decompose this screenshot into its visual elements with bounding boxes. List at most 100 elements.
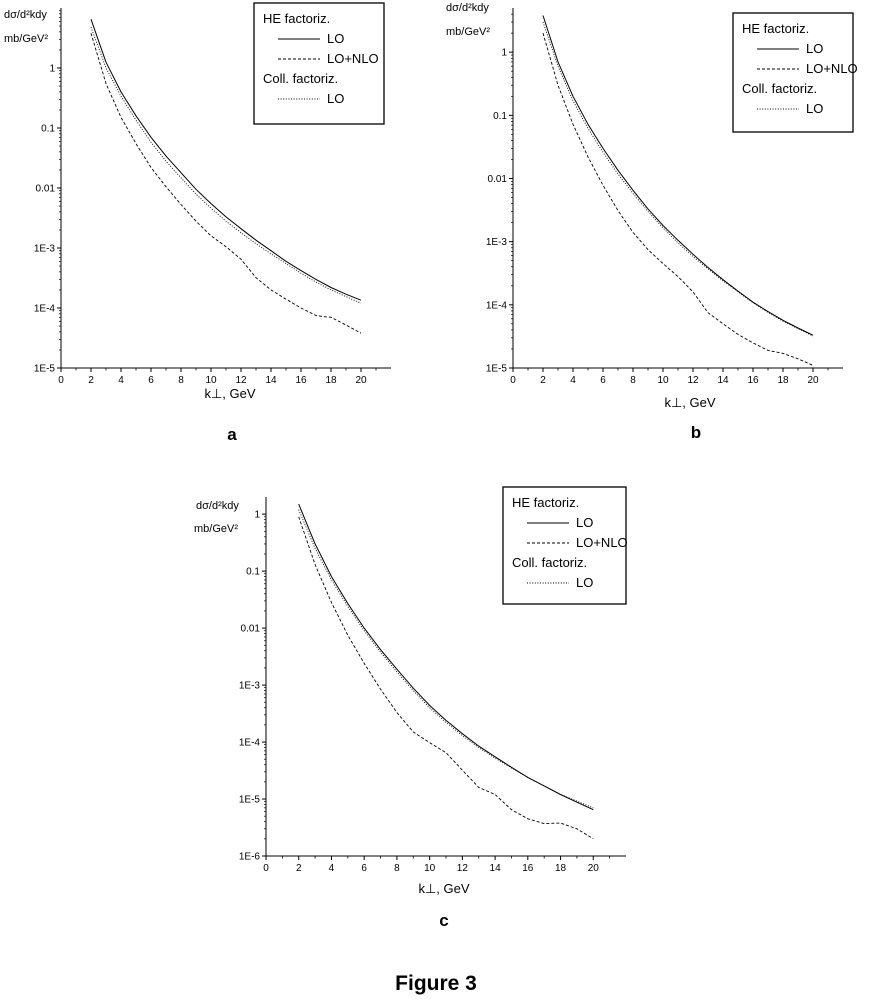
legend-box: [253, 2, 385, 125]
x-tick-label: 10: [424, 863, 436, 874]
legend-group-title: Coll. factoriz.: [512, 555, 587, 570]
x-axis-label: k⊥, GeV: [664, 395, 715, 410]
y-tick-label: 1E-4: [239, 738, 261, 749]
y-axis-label-line-2: mb/GeV²: [446, 26, 490, 38]
y-tick-label: 1: [49, 64, 55, 75]
y-tick-label: 0.1: [246, 567, 260, 578]
series-line-dashed: [90, 33, 362, 334]
x-ticks: 0 2 4 6 8 10 12 14 16 18 20: [263, 856, 611, 874]
x-tick-label: 18: [555, 863, 567, 874]
legend-entry-label: LO: [327, 31, 344, 46]
series-line-dashed: [298, 516, 594, 840]
legend: HE factoriz. LO LO+NLO Coll. factoriz. LO: [732, 12, 858, 133]
x-tick-label: 6: [600, 375, 606, 386]
series-group: [90, 19, 362, 334]
x-ticks: 0 2 4 6 8 10 12 14 16 18 20: [58, 368, 377, 386]
x-tick-label: 20: [355, 375, 367, 386]
x-tick-label: 10: [205, 375, 217, 386]
series-group: [542, 15, 814, 366]
x-axis-label: k⊥, GeV: [204, 386, 255, 401]
x-tick-label: 18: [777, 375, 789, 386]
legend-entry-label: LO: [576, 515, 593, 530]
x-tick-label: 4: [118, 375, 124, 386]
y-tick-label: 0.01: [241, 624, 261, 635]
x-tick-label: 2: [540, 375, 546, 386]
x-tick-label: 12: [235, 375, 247, 386]
x-tick-label: 10: [657, 375, 669, 386]
legend-group-title: HE factoriz.: [512, 495, 579, 510]
legend-group-title: Coll. factoriz.: [263, 71, 338, 86]
chart-panel-b: 1E-51E-41E-30.010.110 2 4 6 8 10 12 14 16 18 20dσ/…: [446, 2, 858, 442]
y-tick-label: 1E-5: [239, 795, 261, 806]
legend-group-title: HE factoriz.: [742, 21, 809, 36]
x-tick-label: 16: [747, 375, 759, 386]
y-tick-label: 0.01: [488, 174, 508, 185]
y-axis-label-line-2: mb/GeV²: [194, 523, 238, 535]
x-tick-label: 0: [263, 863, 269, 874]
legend-box: [502, 486, 627, 605]
panel-label: a: [227, 425, 237, 444]
x-tick-label: 20: [588, 863, 600, 874]
x-ticks: 0 2 4 6 8 10 12 14 16 18 20: [510, 368, 829, 386]
legend-entry-label: LO+NLO: [806, 61, 858, 76]
y-axis-label-line-1: dσ/d²kdy: [4, 9, 47, 21]
y-tick-label: 1E-3: [239, 681, 261, 692]
legend-entry-label: LO: [576, 575, 593, 590]
y-tick-label: 1E-6: [239, 852, 261, 863]
y-tick-label: 0.01: [36, 184, 56, 195]
x-tick-label: 4: [570, 375, 576, 386]
x-tick-label: 20: [807, 375, 819, 386]
x-tick-label: 6: [148, 375, 154, 386]
y-tick-label: 1E-5: [34, 364, 56, 375]
y-tick-label: 1: [501, 48, 507, 59]
x-tick-label: 16: [295, 375, 307, 386]
x-tick-label: 12: [687, 375, 699, 386]
x-tick-label: 14: [490, 863, 502, 874]
y-tick-label: 0.1: [493, 111, 507, 122]
legend-group-title: HE factoriz.: [263, 11, 330, 26]
y-tick-label: 1E-3: [34, 244, 56, 255]
legend-entry-label: LO+NLO: [576, 535, 628, 550]
x-tick-label: 0: [510, 375, 516, 386]
x-tick-label: 2: [296, 863, 302, 874]
y-tick-label: 1E-3: [486, 237, 508, 248]
x-tick-label: 8: [630, 375, 636, 386]
legend-entry-label: LO: [806, 41, 823, 56]
series-line-solid: [90, 19, 362, 301]
x-tick-label: 0: [58, 375, 64, 386]
y-tick-label: 1E-4: [34, 304, 56, 315]
x-tick-label: 6: [361, 863, 367, 874]
series-line-solid: [298, 503, 594, 811]
chart-panel-c: 1E-61E-51E-41E-30.010.110 2 4 6 8 10 12 14 16 18 2…: [194, 486, 628, 930]
y-ticks: 1E-5 1E-4 1E-3 0.01 0.1 1: [34, 10, 61, 375]
series-group: [298, 503, 594, 840]
y-tick-label: 1: [254, 510, 260, 521]
legend-entry-label: LO: [327, 91, 344, 106]
legend: HE factoriz. LO LO+NLO Coll. factoriz. LO: [502, 486, 628, 605]
x-tick-label: 16: [522, 863, 534, 874]
series-line-solid: [542, 15, 814, 336]
legend-group-title: Coll. factoriz.: [742, 81, 817, 96]
x-tick-label: 8: [178, 375, 184, 386]
legend-entry-label: LO: [806, 101, 823, 116]
chart-panel-a: 1E-51E-41E-30.010.110 2 4 6 8 10 12 14 16 18 20dσ/…: [4, 2, 391, 444]
x-tick-label: 14: [717, 375, 729, 386]
x-tick-label: 14: [265, 375, 277, 386]
series-line-dashed: [542, 32, 814, 366]
y-ticks: 1E-5 1E-4 1E-3 0.01 0.1 1: [486, 13, 513, 375]
legend-box: [732, 12, 854, 133]
x-tick-label: 8: [394, 863, 400, 874]
figure-caption: Figure 3: [395, 972, 477, 995]
x-tick-label: 18: [325, 375, 337, 386]
y-ticks: 1E-6 1E-5 1E-4 1E-3 0.01 0.1 1: [239, 510, 266, 863]
y-tick-label: 1E-5: [486, 364, 508, 375]
legend-entry-label: LO+NLO: [327, 51, 379, 66]
y-axis-label-line-1: dσ/d²kdy: [446, 2, 489, 14]
legend: HE factoriz. LO LO+NLO Coll. factoriz. LO: [253, 2, 385, 125]
panel-label: b: [691, 423, 701, 442]
panel-label: c: [439, 911, 448, 930]
y-axis-label-line-2: mb/GeV²: [4, 33, 48, 45]
y-tick-label: 1E-4: [486, 300, 508, 311]
x-tick-label: 4: [329, 863, 335, 874]
